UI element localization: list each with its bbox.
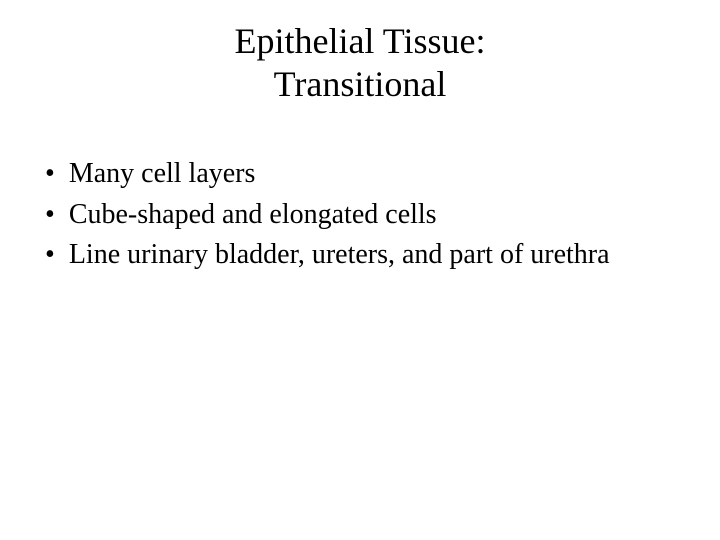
list-item: • Line urinary bladder, ureters, and par… [45,237,680,273]
list-item: • Cube-shaped and elongated cells [45,197,680,233]
bullet-text: Line urinary bladder, ureters, and part … [69,237,680,273]
bullet-icon: • [45,197,55,233]
slide-title: Epithelial Tissue: Transitional [40,20,680,106]
bullet-icon: • [45,156,55,192]
list-item: • Many cell layers [45,156,680,192]
title-line-1: Epithelial Tissue: [234,21,485,61]
title-line-2: Transitional [274,64,447,104]
bullet-list: • Many cell layers • Cube-shaped and elo… [40,156,680,273]
bullet-text: Many cell layers [69,156,680,192]
bullet-icon: • [45,237,55,273]
bullet-text: Cube-shaped and elongated cells [69,197,680,233]
